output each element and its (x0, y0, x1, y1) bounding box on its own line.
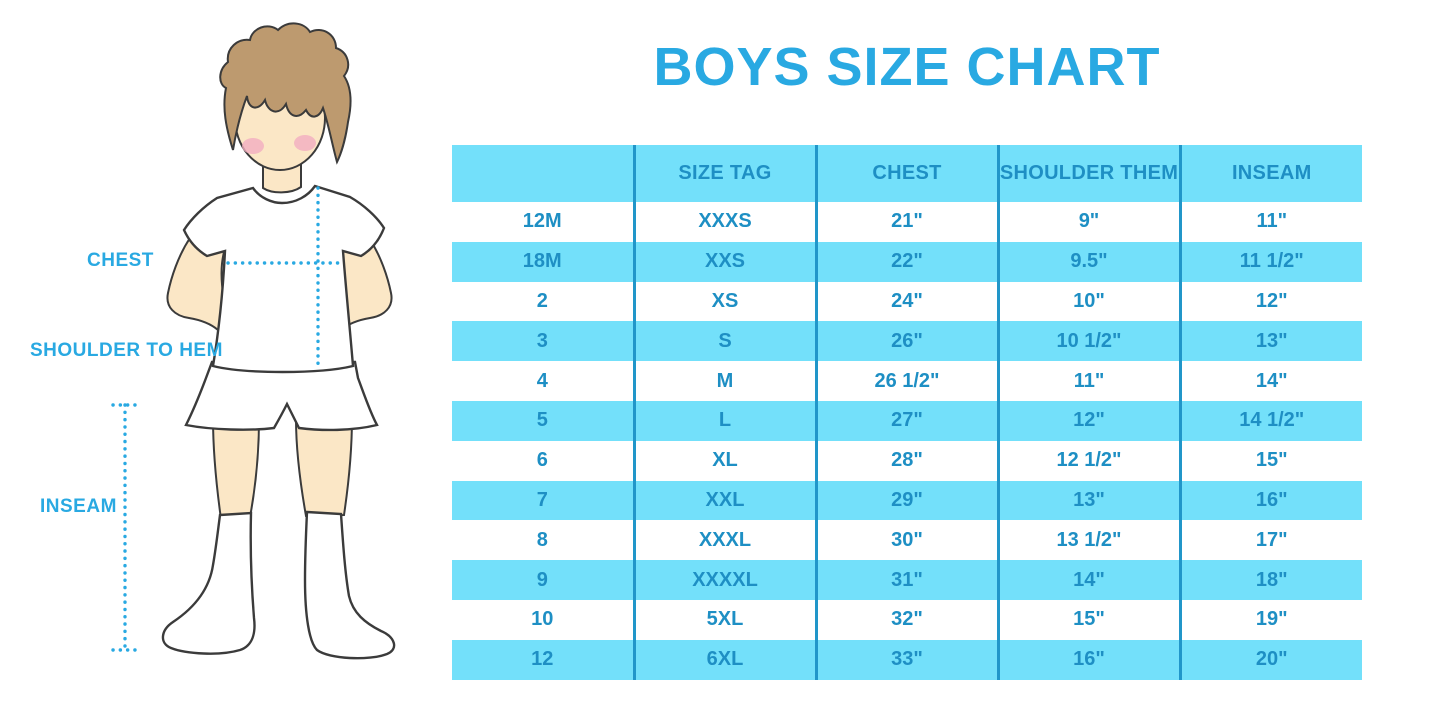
table-cell: 12 1/2" (996, 440, 1180, 481)
table-row: 4 M 26 1/2" 11" 14" (452, 361, 1362, 401)
table-cell: 14" (996, 560, 1180, 600)
right-sock (303, 510, 396, 660)
table-row: 6 XL 28" 12 1/2" 15" (452, 440, 1362, 481)
table-cell: 18M (452, 241, 634, 282)
table-cell: 12" (1178, 281, 1362, 322)
table-cell: 29" (814, 480, 998, 521)
table-cell: 14 1/2" (1178, 400, 1362, 441)
table-cell: 14" (1178, 361, 1362, 401)
size-table-body: 12M XXXS 21" 9" 11" 18M XXS 22" 9.5" 11 1/2" 2 XS 24… (452, 202, 1362, 680)
table-row: 2 XS 24" 10" 12" (452, 281, 1362, 322)
table-cell: 12 (452, 639, 634, 680)
table-cell: 26 1/2" (814, 361, 998, 401)
left-cheek-blush (242, 138, 264, 154)
left-leg (211, 416, 261, 521)
table-cell: 9" (996, 202, 1180, 242)
table-cell: 6 (452, 440, 634, 481)
table-cell: 28" (814, 440, 998, 481)
size-table-header: SIZE TAG CHEST SHOULDER THEM INSEAM (452, 145, 1362, 202)
table-cell: 9 (452, 560, 634, 600)
header-cell: SHOULDER THEM (996, 145, 1180, 202)
boy-illustration (111, 22, 396, 660)
table-cell: 18" (1178, 560, 1362, 600)
table-row: 5 L 27" 12" 14 1/2" (452, 400, 1362, 441)
table-cell: XXL (632, 480, 816, 521)
table-row: 18M XXS 22" 9.5" 11 1/2" (452, 241, 1362, 282)
header-cell: INSEAM (1178, 145, 1362, 202)
table-row: 8 XXXL 30" 13 1/2" 17" (452, 520, 1362, 561)
table-cell: 15" (996, 599, 1180, 640)
table-cell: 7 (452, 480, 634, 521)
table-cell: XXXL (632, 520, 816, 561)
table-cell: 26" (814, 321, 998, 362)
table-cell: 12M (452, 202, 634, 242)
size-table: SIZE TAG CHEST SHOULDER THEM INSEAM 12M XXXS… (452, 145, 1362, 680)
table-cell: 16" (1178, 480, 1362, 521)
table-cell: 11" (996, 361, 1180, 401)
table-cell: 24" (814, 281, 998, 322)
table-cell: 33" (814, 639, 998, 680)
table-cell: 3 (452, 321, 634, 362)
table-row: 10 5XL 32" 15" 19" (452, 599, 1362, 640)
table-cell: L (632, 400, 816, 441)
t-shirt (182, 184, 386, 374)
header-cell: CHEST (814, 145, 998, 202)
table-cell: 19" (1178, 599, 1362, 640)
table-cell: 13" (996, 480, 1180, 521)
table-cell: 32" (814, 599, 998, 640)
table-row: 3 S 26" 10 1/2" 13" (452, 321, 1362, 362)
table-cell: M (632, 361, 816, 401)
table-cell: 10 (452, 599, 634, 640)
table-cell: S (632, 321, 816, 362)
shorts (184, 360, 379, 432)
table-cell: 20" (1178, 639, 1362, 680)
table-cell: 27" (814, 400, 998, 441)
table-cell: 16" (996, 639, 1180, 680)
inseam-label: INSEAM (40, 496, 117, 517)
shoulder-to-hem-label: SHOULDER TO HEM (30, 340, 223, 361)
table-cell: 10" (996, 281, 1180, 322)
table-row: 7 XXL 29" 13" 16" (452, 480, 1362, 521)
table-cell: 2 (452, 281, 634, 322)
table-row: 12 6XL 33" 16" 20" (452, 639, 1362, 680)
table-cell: 5 (452, 400, 634, 441)
table-row: 12M XXXS 21" 9" 11" (452, 202, 1362, 242)
hair (219, 22, 352, 165)
table-cell: 9.5" (996, 241, 1180, 282)
table-cell: 10 1/2" (996, 321, 1180, 362)
table-cell: 17" (1178, 520, 1362, 561)
table-cell: 22" (814, 241, 998, 282)
table-cell: 13 1/2" (996, 520, 1180, 561)
table-cell: 5XL (632, 599, 816, 640)
page-title: BOYS SIZE CHART (653, 37, 1161, 97)
boy-measurement-figure: CHEST SHOULDER TO HEM INSEAM (0, 0, 460, 723)
chest-label: CHEST (87, 250, 154, 271)
table-cell: 4 (452, 361, 634, 401)
table-cell: 8 (452, 520, 634, 561)
left-sock (161, 511, 256, 655)
table-cell: XXXXL (632, 560, 816, 600)
table-cell: 30" (814, 520, 998, 561)
table-cell: 21" (814, 202, 998, 242)
table-cell: 11" (1178, 202, 1362, 242)
table-cell: XL (632, 440, 816, 481)
right-cheek-blush (294, 135, 316, 151)
header-cell (452, 145, 634, 202)
table-cell: 12" (996, 400, 1180, 441)
table-row: 9 XXXXL 31" 14" 18" (452, 560, 1362, 600)
table-cell: XXXS (632, 202, 816, 242)
inseam-measure-line (111, 403, 143, 652)
table-cell: 15" (1178, 440, 1362, 481)
table-cell: XXS (632, 241, 816, 282)
table-cell: XS (632, 281, 816, 322)
table-cell: 6XL (632, 639, 816, 680)
table-cell: 11 1/2" (1178, 241, 1362, 282)
table-cell: 31" (814, 560, 998, 600)
header-cell: SIZE TAG (632, 145, 816, 202)
header-row: SIZE TAG CHEST SHOULDER THEM INSEAM (452, 145, 1362, 202)
table-cell: 13" (1178, 321, 1362, 362)
right-leg (294, 415, 354, 518)
